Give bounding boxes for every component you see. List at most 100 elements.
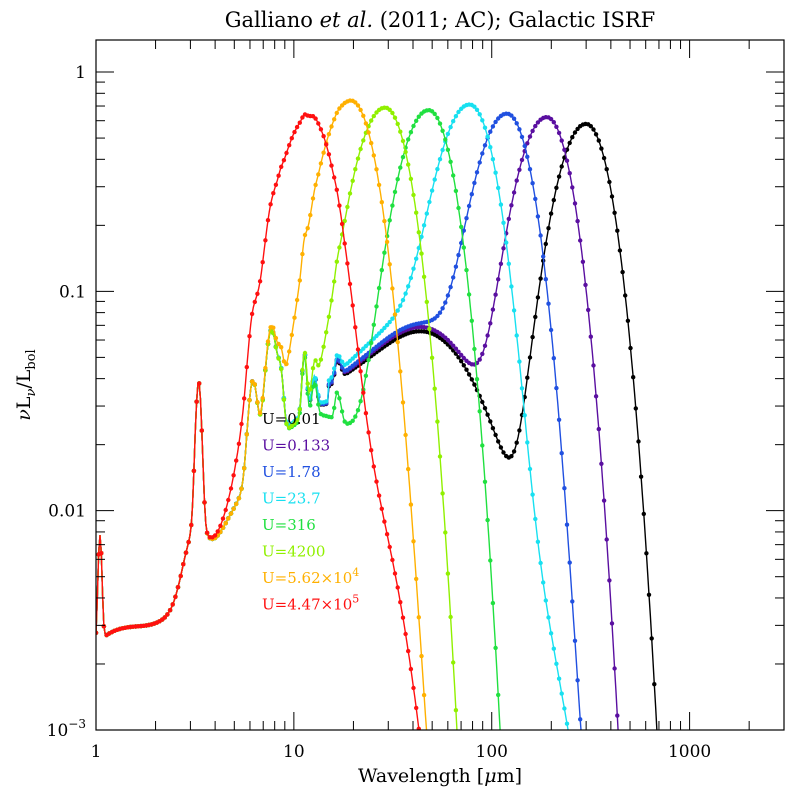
data-point: [406, 466, 411, 472]
data-point: [392, 312, 398, 317]
data-point: [387, 262, 392, 267]
data-point: [451, 343, 456, 348]
data-point: [244, 432, 249, 437]
data-point: [461, 228, 466, 233]
data-point: [527, 355, 533, 360]
data-point: [231, 506, 236, 511]
data-point: [477, 357, 482, 362]
data-point: [284, 421, 289, 426]
data-point: [509, 284, 514, 289]
data-point: [395, 339, 400, 345]
data-point: [300, 251, 305, 257]
data-point: [374, 167, 379, 172]
data-point: [313, 116, 318, 121]
data-point: [316, 121, 321, 126]
data-point: [332, 366, 337, 371]
data-point: [361, 113, 366, 119]
data-point: [276, 341, 281, 347]
data-point: [255, 291, 260, 296]
data-point: [376, 182, 382, 188]
data-point: [419, 251, 424, 256]
data-point: [567, 560, 572, 565]
legend-entry: U=4.47×105: [262, 593, 359, 614]
data-point: [615, 228, 620, 233]
data-point: [287, 143, 292, 148]
data-point: [451, 119, 456, 124]
data-point: [490, 157, 496, 162]
data-point: [406, 284, 411, 289]
data-point: [533, 123, 538, 129]
series-7: [96, 112, 421, 730]
data-point: [485, 517, 490, 523]
data-point: [572, 201, 578, 206]
data-point: [599, 461, 604, 466]
data-point: [530, 128, 535, 134]
data-point: [189, 522, 194, 528]
data-point: [371, 464, 376, 469]
data-point: [459, 224, 464, 230]
data-point: [527, 466, 533, 472]
data-point: [609, 194, 615, 199]
data-point: [448, 284, 453, 290]
y-tick-label: 10−3: [47, 717, 86, 741]
data-point: [376, 493, 382, 498]
data-point: [414, 576, 419, 582]
data-point: [448, 159, 453, 164]
data-point: [308, 387, 313, 392]
data-point: [376, 285, 382, 291]
data-point: [390, 557, 395, 563]
data-point: [273, 345, 279, 350]
data-point: [535, 120, 541, 125]
data-point: [649, 636, 654, 641]
data-point: [464, 367, 469, 372]
data-point: [564, 522, 570, 527]
data-point: [411, 192, 416, 198]
data-point: [570, 185, 575, 190]
data-point: [636, 439, 641, 444]
data-point: [369, 448, 374, 453]
data-point: [511, 190, 517, 195]
legend-entry: U=0.133: [262, 437, 330, 455]
data-point: [429, 355, 435, 360]
data-point: [509, 203, 514, 208]
data-point: [186, 539, 191, 545]
data-point: [575, 218, 580, 224]
data-point: [496, 185, 501, 191]
data-point: [554, 124, 559, 129]
data-point: [419, 653, 424, 659]
data-point: [623, 293, 628, 298]
data-point: [601, 498, 607, 503]
data-point: [538, 233, 543, 238]
data-point: [279, 366, 284, 372]
data-point: [488, 558, 493, 563]
data-point: [350, 418, 355, 423]
data-point: [345, 204, 350, 210]
data-point: [398, 600, 403, 605]
data-point: [620, 269, 625, 275]
data-point: [556, 676, 562, 681]
data-point: [511, 308, 517, 313]
data-point: [517, 359, 522, 364]
data-point: [527, 167, 533, 172]
data-point: [281, 158, 287, 163]
data-point: [334, 110, 339, 116]
data-point: [496, 692, 501, 698]
data-point: [501, 220, 506, 225]
data-point: [456, 349, 461, 354]
data-point: [374, 479, 379, 484]
data-point: [313, 182, 318, 188]
data-point: [223, 507, 228, 513]
data-point: [329, 298, 334, 303]
data-point: [435, 166, 440, 172]
data-point: [382, 519, 387, 524]
data-point: [517, 167, 522, 172]
data-point: [464, 267, 469, 273]
data-point: [551, 197, 556, 203]
data-point: [371, 113, 376, 119]
data-point: [588, 334, 593, 339]
data-point: [562, 486, 567, 491]
data-point: [316, 363, 321, 368]
data-point: [493, 170, 498, 175]
data-point: [265, 339, 271, 344]
data-point: [435, 419, 440, 424]
